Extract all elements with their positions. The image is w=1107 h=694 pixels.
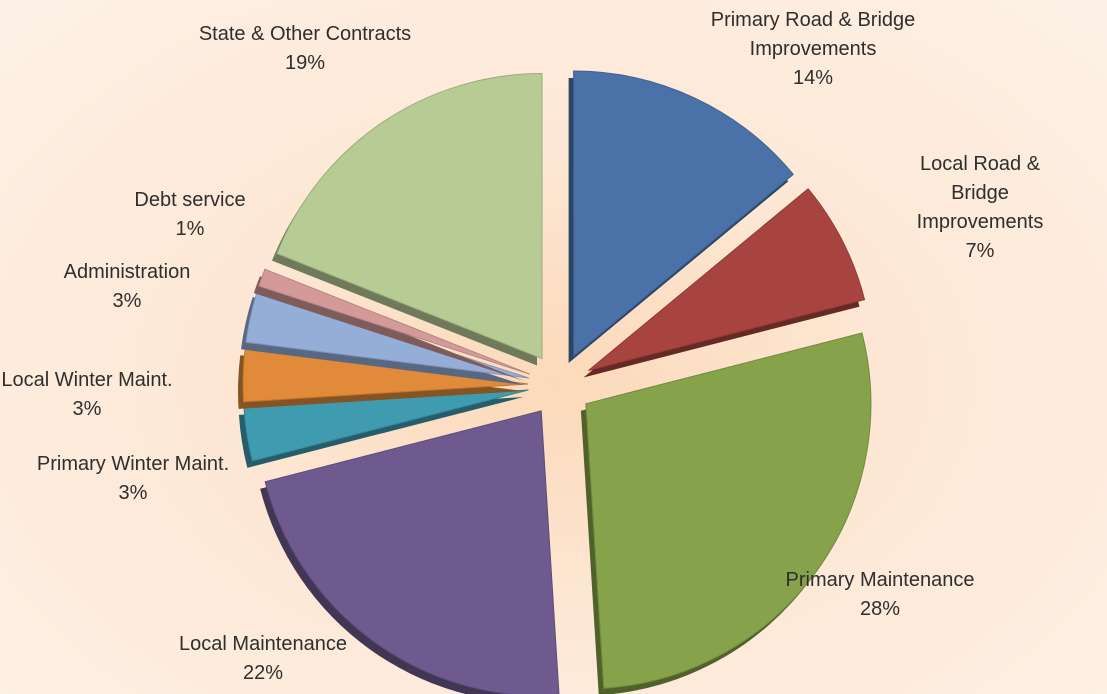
value-label: 3% [72, 398, 102, 420]
category-label: Primary Maintenance [785, 569, 975, 591]
slice-label: Debt service 1% [134, 186, 245, 244]
category-label: Local Maintenance [179, 633, 347, 655]
slice-label: Local Road & Bridge Improvements 7% [917, 150, 1044, 266]
slice [573, 70, 794, 358]
slice-label: Primary Road & Bridge Improvements 14% [693, 6, 933, 93]
slice-label: Primary Maintenance 28% [786, 566, 975, 624]
category-label: Local Winter Maint. [1, 369, 173, 391]
value-label: 7% [965, 240, 995, 262]
value-label: 28% [859, 598, 901, 620]
value-label: 3% [118, 482, 148, 504]
value-label: 1% [175, 218, 205, 240]
slice [276, 73, 543, 360]
slice-label: State & Other Contracts 19% [199, 20, 411, 78]
value-label: 14% [792, 67, 834, 89]
slice-label: Local Winter Maint. 3% [1, 366, 172, 424]
category-label: Administration [63, 261, 191, 283]
category-label: Local Road & Bridge Improvements [916, 153, 1044, 233]
slice-label: Administration 3% [64, 258, 191, 316]
slice [264, 410, 560, 694]
category-label: Primary Road & Bridge Improvements [710, 9, 916, 60]
value-label: 22% [242, 662, 284, 684]
category-label: State & Other Contracts [198, 23, 412, 45]
category-label: Debt service [134, 189, 246, 211]
slice-label: Primary Winter Maint. 3% [37, 450, 229, 508]
slice-label: Local Maintenance 22% [179, 630, 347, 688]
value-label: 3% [112, 290, 142, 312]
slice [588, 188, 866, 371]
value-label: 19% [284, 52, 326, 74]
category-label: Primary Winter Maint. [36, 453, 230, 475]
slice [585, 332, 872, 689]
slice [258, 268, 531, 375]
